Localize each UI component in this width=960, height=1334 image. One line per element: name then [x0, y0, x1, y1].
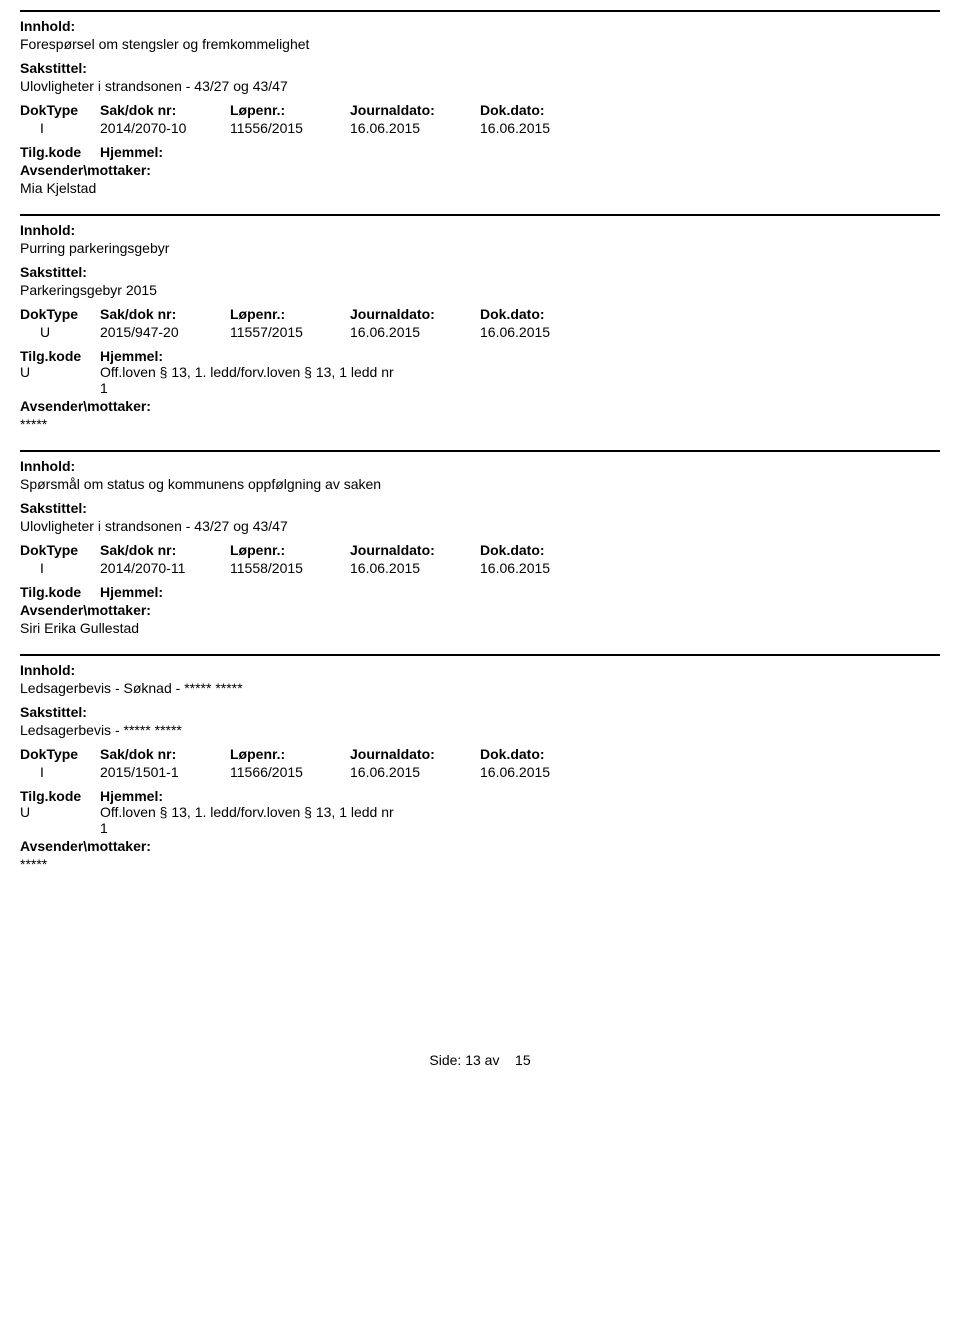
table-data-row: I 2015/1501-1 11566/2015 16.06.2015 16.0… — [20, 764, 940, 780]
sakstittel-text: Ulovligheter i strandsonen - 43/27 og 43… — [20, 78, 940, 94]
avsender-label: Avsender\mottaker: — [20, 838, 940, 854]
tilgkode-row: Tilg.kode Hjemmel: — [20, 584, 940, 600]
sakstittel-text: Parkeringsgebyr 2015 — [20, 282, 940, 298]
dokdato-value: 16.06.2015 — [480, 560, 610, 576]
innhold-label: Innhold: — [20, 18, 940, 34]
table-data-row: I 2014/2070-11 11558/2015 16.06.2015 16.… — [20, 560, 940, 576]
table-data-row: I 2014/2070-10 11556/2015 16.06.2015 16.… — [20, 120, 940, 136]
footer-side-label: Side: — [429, 1052, 461, 1068]
hjemmel-label: Hjemmel: — [100, 788, 163, 804]
innhold-text: Forespørsel om stengsler og fremkommelig… — [20, 36, 940, 52]
dokdato-value: 16.06.2015 — [480, 324, 610, 340]
saknr-header: Sak/dok nr: — [100, 306, 230, 322]
innhold-text: Spørsmål om status og kommunens oppfølgn… — [20, 476, 940, 492]
tilgkode-value: U — [20, 364, 100, 396]
lopenr-value: 11558/2015 — [230, 560, 350, 576]
tilgkode-row: Tilg.kode Hjemmel: — [20, 348, 940, 364]
innhold-label: Innhold: — [20, 222, 940, 238]
hjemmel-label: Hjemmel: — [100, 144, 163, 160]
innhold-label: Innhold: — [20, 458, 940, 474]
tilgkode-label: Tilg.kode — [20, 144, 100, 160]
avsender-value: ***** — [20, 856, 940, 872]
sakstittel-label: Sakstittel: — [20, 500, 940, 516]
dokdato-header: Dok.dato: — [480, 746, 610, 762]
avsender-value: ***** — [20, 416, 940, 432]
doktype-header: DokType — [20, 746, 100, 762]
dokdato-value: 16.06.2015 — [480, 120, 610, 136]
dokdato-header: Dok.dato: — [480, 102, 610, 118]
saknr-value: 2015/947-20 — [100, 324, 230, 340]
footer-av-label: av — [485, 1052, 500, 1068]
table-header-row: DokType Sak/dok nr: Løpenr.: Journaldato… — [20, 102, 940, 118]
doktype-value: I — [20, 560, 100, 576]
journal-entry: Innhold: Spørsmål om status og kommunens… — [20, 450, 940, 636]
sakstittel-label: Sakstittel: — [20, 704, 940, 720]
lopenr-value: 11556/2015 — [230, 120, 350, 136]
lopenr-value: 11557/2015 — [230, 324, 350, 340]
dokdato-header: Dok.dato: — [480, 306, 610, 322]
journaldato-value: 16.06.2015 — [350, 324, 480, 340]
journaldato-header: Journaldato: — [350, 102, 480, 118]
journaldato-value: 16.06.2015 — [350, 120, 480, 136]
tilgkode-value: U — [20, 804, 100, 836]
innhold-label: Innhold: — [20, 662, 940, 678]
journaldato-header: Journaldato: — [350, 542, 480, 558]
table-header-row: DokType Sak/dok nr: Løpenr.: Journaldato… — [20, 306, 940, 322]
sakstittel-label: Sakstittel: — [20, 60, 940, 76]
sakstittel-text: Ledsagerbevis - ***** ***** — [20, 722, 940, 738]
tilgkode-row: Tilg.kode Hjemmel: — [20, 788, 940, 804]
table-header-row: DokType Sak/dok nr: Løpenr.: Journaldato… — [20, 542, 940, 558]
tilgkode-row: Tilg.kode Hjemmel: — [20, 144, 940, 160]
lopenr-header: Løpenr.: — [230, 542, 350, 558]
doktype-value: U — [20, 324, 100, 340]
saknr-value: 2014/2070-10 — [100, 120, 230, 136]
journal-entry: Innhold: Forespørsel om stengsler og fre… — [20, 10, 940, 196]
journal-entry: Innhold: Purring parkeringsgebyr Sakstit… — [20, 214, 940, 432]
doktype-value: I — [20, 764, 100, 780]
dokdato-value: 16.06.2015 — [480, 764, 610, 780]
lopenr-header: Løpenr.: — [230, 746, 350, 762]
table-header-row: DokType Sak/dok nr: Løpenr.: Journaldato… — [20, 746, 940, 762]
page-footer: Side: 13 av 15 — [20, 1052, 940, 1068]
footer-page-number: 13 — [465, 1052, 481, 1068]
saknr-value: 2015/1501-1 — [100, 764, 230, 780]
avsender-label: Avsender\mottaker: — [20, 162, 940, 178]
doktype-header: DokType — [20, 306, 100, 322]
lopenr-header: Løpenr.: — [230, 306, 350, 322]
hjemmel-value: Off.loven § 13, 1. ledd/forv.loven § 13,… — [100, 804, 400, 836]
avsender-value: Mia Kjelstad — [20, 180, 940, 196]
journaldato-value: 16.06.2015 — [350, 560, 480, 576]
sakstittel-text: Ulovligheter i strandsonen - 43/27 og 43… — [20, 518, 940, 534]
dokdato-header: Dok.dato: — [480, 542, 610, 558]
hjemmel-label: Hjemmel: — [100, 584, 163, 600]
journaldato-header: Journaldato: — [350, 306, 480, 322]
innhold-text: Purring parkeringsgebyr — [20, 240, 940, 256]
saknr-value: 2014/2070-11 — [100, 560, 230, 576]
footer-total-pages: 15 — [515, 1052, 531, 1068]
tilgkode-label: Tilg.kode — [20, 788, 100, 804]
avsender-value: Siri Erika Gullestad — [20, 620, 940, 636]
journaldato-value: 16.06.2015 — [350, 764, 480, 780]
journaldato-header: Journaldato: — [350, 746, 480, 762]
avsender-label: Avsender\mottaker: — [20, 602, 940, 618]
innhold-text: Ledsagerbevis - Søknad - ***** ***** — [20, 680, 940, 696]
table-data-row: U 2015/947-20 11557/2015 16.06.2015 16.0… — [20, 324, 940, 340]
lopenr-header: Løpenr.: — [230, 102, 350, 118]
hjemmel-value: Off.loven § 13, 1. ledd/forv.loven § 13,… — [100, 364, 400, 396]
saknr-header: Sak/dok nr: — [100, 542, 230, 558]
hjemmel-label: Hjemmel: — [100, 348, 163, 364]
doktype-value: I — [20, 120, 100, 136]
doktype-header: DokType — [20, 102, 100, 118]
lopenr-value: 11566/2015 — [230, 764, 350, 780]
tilgkode-label: Tilg.kode — [20, 584, 100, 600]
saknr-header: Sak/dok nr: — [100, 102, 230, 118]
avsender-label: Avsender\mottaker: — [20, 398, 940, 414]
doktype-header: DokType — [20, 542, 100, 558]
tilgkode-label: Tilg.kode — [20, 348, 100, 364]
saknr-header: Sak/dok nr: — [100, 746, 230, 762]
journal-entry: Innhold: Ledsagerbevis - Søknad - ***** … — [20, 654, 940, 872]
sakstittel-label: Sakstittel: — [20, 264, 940, 280]
